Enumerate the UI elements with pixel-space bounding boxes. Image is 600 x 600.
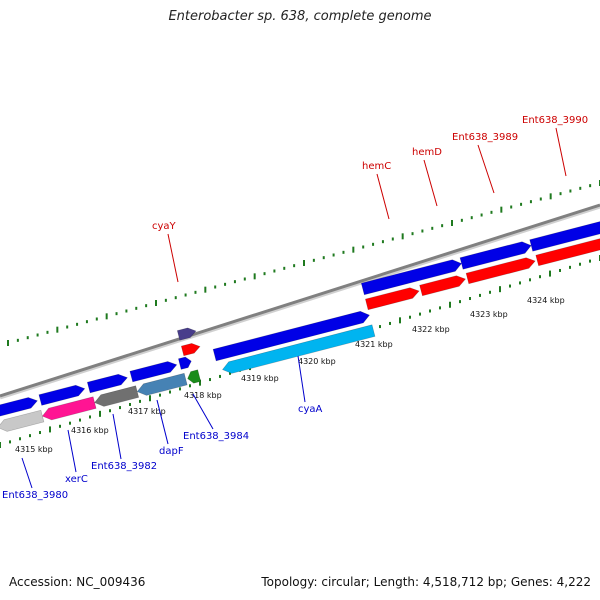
- gene-arrow-hemC-red: [365, 287, 420, 311]
- gene-arrow-cyaY: [176, 327, 197, 341]
- forward-gene-label: cyaY: [152, 221, 177, 232]
- reverse-label-leader: [67, 429, 77, 473]
- gene-arrow-Ent638_3990-red: [535, 238, 600, 267]
- gene-arrow-Ent638_3989: [529, 221, 600, 252]
- forward-gene-label: Ent638_3989: [452, 132, 518, 143]
- reverse-gene-label: xerC: [65, 474, 88, 485]
- backbone-layer: [0, 203, 600, 400]
- gene-arrow-lower-gray: [0, 409, 45, 432]
- reverse-label-leader: [21, 457, 33, 489]
- gene-arrow-cyaA: [212, 310, 370, 362]
- gene-arrow-hemD-red: [419, 275, 467, 297]
- forward-label-leader: [376, 173, 390, 220]
- gene-arrow-lower-darkgray: [94, 385, 140, 407]
- gene-arrow-hemC: [360, 259, 462, 296]
- gene-arrow-cyaA-cyan: [222, 324, 376, 374]
- gene-arrow-lower-green: [187, 369, 202, 384]
- gene-arrow-hemD: [459, 241, 532, 270]
- tick-label: 4315 kbp: [15, 445, 53, 454]
- reverse-label-leader: [156, 399, 169, 445]
- genome-summary-text: Topology: circular; Length: 4,518,712 bp…: [261, 575, 591, 589]
- forward-gene-label: hemD: [412, 147, 442, 158]
- map-title: Enterobacter sp. 638, complete genome: [168, 9, 432, 24]
- gene-arrow-dapF: [129, 361, 178, 383]
- reverse-gene-label: Ent638_3982: [91, 461, 157, 472]
- gene-layer: [0, 221, 600, 432]
- tick-label: 4316 kbp: [71, 426, 109, 435]
- backbone-line: [0, 203, 600, 398]
- reverse-gene-label: cyaA: [298, 404, 323, 415]
- reverse-label-leader: [192, 393, 214, 430]
- label-layer: 4315 kbp 4316 kbp 4317 kbp 4318 kbp 4319 kbp…: [2, 115, 588, 501]
- forward-gene-label: hemC: [362, 161, 391, 172]
- tick-label: 4320 kbp: [298, 357, 336, 366]
- tick-label: 4322 kbp: [412, 325, 450, 334]
- reverse-gene-label: Ent638_3984: [183, 431, 249, 442]
- forward-label-leader: [477, 144, 495, 194]
- gene-arrow-Ent638_3984: [178, 356, 192, 370]
- forward-label-leader: [423, 159, 438, 207]
- tick-layer: [0, 180, 600, 448]
- tick-label: 4318 kbp: [184, 391, 222, 400]
- tick-label: 4321 kbp: [355, 340, 393, 349]
- gene-arrow-Ent638_3989-red: [465, 257, 536, 285]
- forward-label-leader: [167, 233, 179, 283]
- reverse-gene-label: dapF: [159, 446, 184, 457]
- gene-arrow-Ent638_3982: [86, 373, 128, 394]
- gene-arrow-xerC: [38, 384, 86, 406]
- gene-arrow-cyaY-red: [180, 343, 201, 357]
- reverse-gene-label: Ent638_3980: [2, 490, 68, 501]
- gene-arrow-Ent638_3980: [0, 397, 38, 417]
- accession-text: Accession: NC_009436: [9, 575, 146, 589]
- gene-arrow-lower-steel: [136, 372, 188, 396]
- reverse-label-leader: [112, 413, 122, 460]
- gene-arrow-lower-magenta: [41, 396, 97, 421]
- forward-gene-label: Ent638_3990: [522, 115, 588, 126]
- forward-label-leader: [555, 127, 567, 177]
- tick-label: 4317 kbp: [128, 407, 166, 416]
- tick-label: 4323 kbp: [470, 310, 508, 319]
- tick-label: 4324 kbp: [527, 296, 565, 305]
- tick-label: 4319 kbp: [241, 374, 279, 383]
- reverse-label-leader: [297, 355, 306, 403]
